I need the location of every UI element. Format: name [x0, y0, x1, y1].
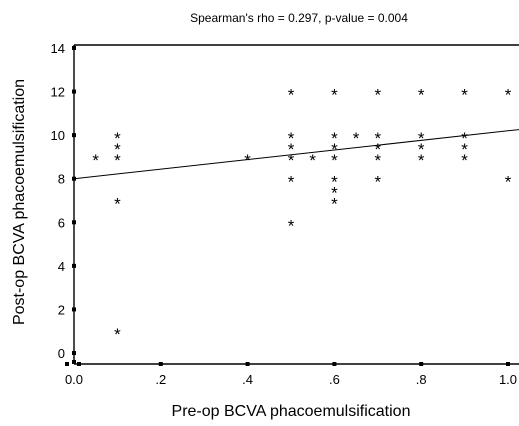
data-point: * [374, 151, 381, 170]
data-point: * [114, 129, 121, 148]
y-tick-mark [72, 89, 76, 94]
x-tick-mark [506, 362, 510, 366]
data-point: * [288, 216, 295, 235]
y-axis-title: Post-op BCVA phacoemulsification [11, 79, 28, 325]
regression-line [73, 129, 519, 180]
data-point: * [374, 173, 381, 192]
data-point: * [114, 195, 121, 214]
data-point: * [418, 140, 425, 159]
y-tick-mark [72, 360, 76, 364]
data-point: * [374, 129, 381, 148]
x-tick-mark [419, 362, 424, 366]
x-axis-ticks: 0.0 .2 .4 .6 .8 1.0 [65, 362, 517, 387]
x-tick-label: .4 [242, 372, 253, 387]
data-point: * [288, 151, 295, 170]
data-point: * [288, 86, 295, 105]
x-tick-mark [332, 362, 337, 366]
x-tick-mark [158, 362, 163, 366]
y-tick-label: 0 [58, 346, 65, 361]
data-point: * [92, 151, 99, 170]
y-tick-mark [72, 46, 76, 50]
y-tick-mark [72, 133, 76, 138]
data-point: * [114, 325, 121, 344]
data-point: * [309, 151, 316, 170]
data-point: * [331, 151, 338, 170]
x-tick-label: 0.0 [65, 372, 83, 387]
x-tick-label: 1.0 [499, 372, 517, 387]
data-point: * [331, 129, 338, 148]
data-points: ************************************* [92, 86, 511, 345]
data-point: * [331, 173, 338, 192]
data-point: * [353, 129, 360, 148]
data-point: * [331, 140, 338, 159]
data-point: * [114, 151, 121, 170]
data-point: * [461, 86, 468, 105]
data-point: * [331, 184, 338, 203]
data-point: * [374, 140, 381, 159]
y-tick-mark [72, 263, 76, 268]
data-point: * [418, 129, 425, 148]
y-tick-label: 12 [51, 85, 65, 100]
data-point: * [505, 173, 512, 192]
y-tick-label: 6 [58, 215, 65, 230]
data-point: * [114, 140, 121, 159]
x-tick-label: .8 [416, 372, 427, 387]
data-point: * [288, 173, 295, 192]
data-point: * [374, 86, 381, 105]
x-tick-mark [77, 362, 81, 366]
data-point: * [244, 151, 251, 170]
y-tick-mark [72, 307, 76, 312]
plot-frame [73, 44, 519, 365]
data-point: * [461, 140, 468, 159]
x-axis-title: Pre-op BCVA phacoemulsification [172, 403, 411, 420]
x-tick-mark [65, 362, 69, 366]
data-point: * [461, 151, 468, 170]
y-tick-mark [72, 351, 76, 355]
data-point: * [288, 140, 295, 159]
data-point: * [418, 151, 425, 170]
data-point: * [461, 129, 468, 148]
data-point: * [331, 195, 338, 214]
y-tick-mark [72, 220, 76, 225]
x-tick-label: .2 [155, 372, 166, 387]
y-axis-ticks: 0 2 4 6 8 10 12 14 [51, 41, 76, 364]
data-point: * [288, 129, 295, 148]
x-tick-mark [245, 362, 250, 366]
data-point: * [418, 86, 425, 105]
y-tick-label: 4 [58, 259, 65, 274]
y-tick-label: 2 [58, 302, 65, 317]
y-tick-label: 10 [51, 128, 65, 143]
data-point: * [505, 86, 512, 105]
y-tick-label: 14 [51, 41, 65, 56]
y-tick-label: 8 [58, 172, 65, 187]
x-tick-label: .6 [329, 372, 340, 387]
chart-title: Spearman's rho = 0.297, p-value = 0.004 [190, 11, 408, 25]
data-point: * [331, 86, 338, 105]
